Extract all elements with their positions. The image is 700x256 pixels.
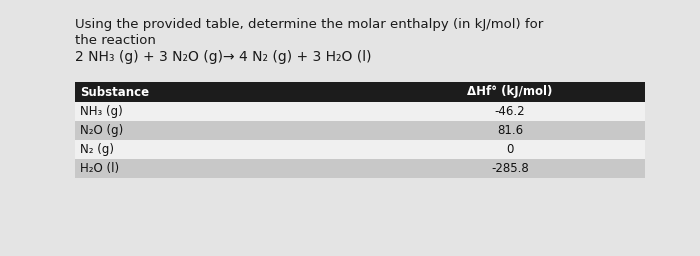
Bar bbox=[75, 159, 645, 178]
Bar bbox=[75, 82, 645, 102]
Text: -285.8: -285.8 bbox=[491, 162, 529, 175]
Bar bbox=[75, 121, 645, 140]
Text: Substance: Substance bbox=[80, 86, 149, 99]
Text: NH₃ (g): NH₃ (g) bbox=[80, 105, 122, 118]
Text: H₂O (l): H₂O (l) bbox=[80, 162, 119, 175]
Text: 2 NH₃ (g) + 3 N₂O (g)→ 4 N₂ (g) + 3 H₂O (l): 2 NH₃ (g) + 3 N₂O (g)→ 4 N₂ (g) + 3 H₂O … bbox=[75, 50, 372, 64]
Text: ΔHf° (kJ/mol): ΔHf° (kJ/mol) bbox=[468, 86, 553, 99]
Text: 0: 0 bbox=[506, 143, 514, 156]
Text: the reaction: the reaction bbox=[75, 34, 156, 47]
Text: 81.6: 81.6 bbox=[497, 124, 523, 137]
Text: N₂ (g): N₂ (g) bbox=[80, 143, 114, 156]
Text: Using the provided table, determine the molar enthalpy (in kJ/mol) for: Using the provided table, determine the … bbox=[75, 18, 543, 31]
Bar bbox=[75, 140, 645, 159]
Bar bbox=[75, 102, 645, 121]
Text: N₂O (g): N₂O (g) bbox=[80, 124, 123, 137]
Text: -46.2: -46.2 bbox=[495, 105, 525, 118]
